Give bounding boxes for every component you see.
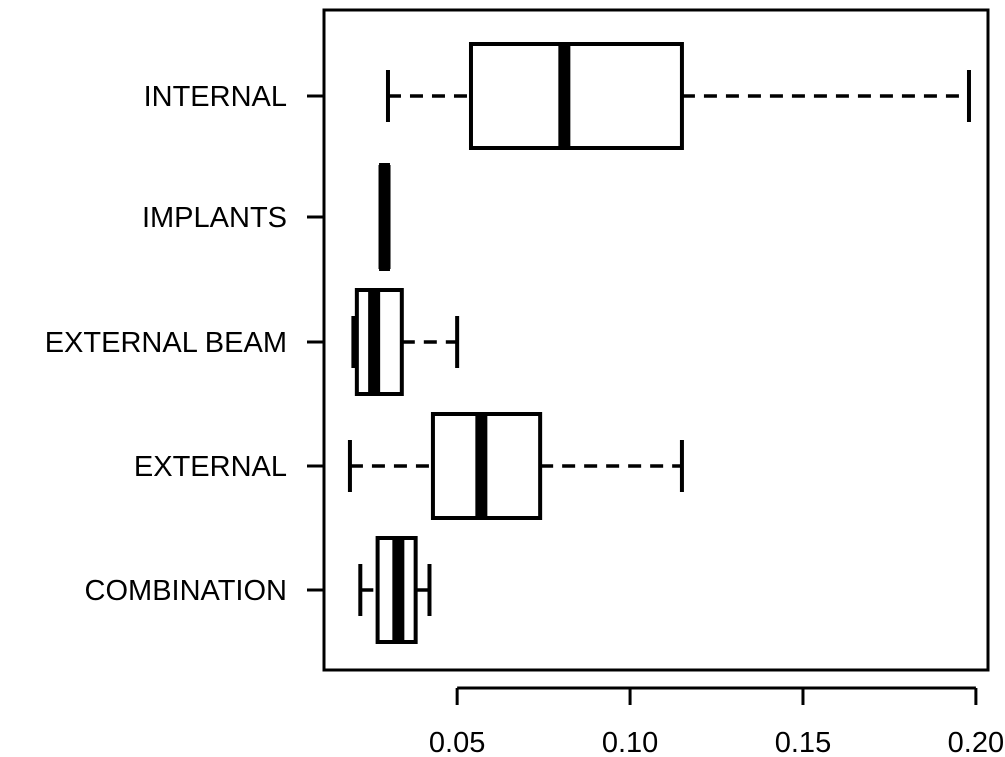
y-category-label: INTERNAL: [144, 81, 287, 113]
box-internal: [385, 42, 971, 150]
x-tick-label: 0.20: [948, 727, 1004, 757]
box-external: [347, 412, 684, 520]
x-tick-label: 0.10: [602, 727, 658, 757]
plot-frame: [322, 8, 990, 672]
y-category-label: COMBINATION: [85, 575, 287, 607]
box-external-beam: [351, 288, 460, 396]
box-implants: [378, 163, 391, 271]
box-combination: [358, 536, 432, 644]
x-axis: 0.05 0.10 0.15 0.20: [429, 686, 1004, 757]
y-category-label: IMPLANTS: [142, 202, 287, 234]
y-axis: INTERNAL IMPLANTS EXTERNAL BEAM EXTERNAL COM…: [45, 81, 324, 607]
boxes-group: [347, 42, 971, 644]
iqr-box: [468, 42, 684, 150]
y-category-label: EXTERNAL: [134, 451, 287, 483]
x-tick-label: 0.15: [775, 727, 831, 757]
x-tick-label: 0.05: [429, 727, 485, 757]
y-category-label: EXTERNAL BEAM: [45, 327, 287, 359]
